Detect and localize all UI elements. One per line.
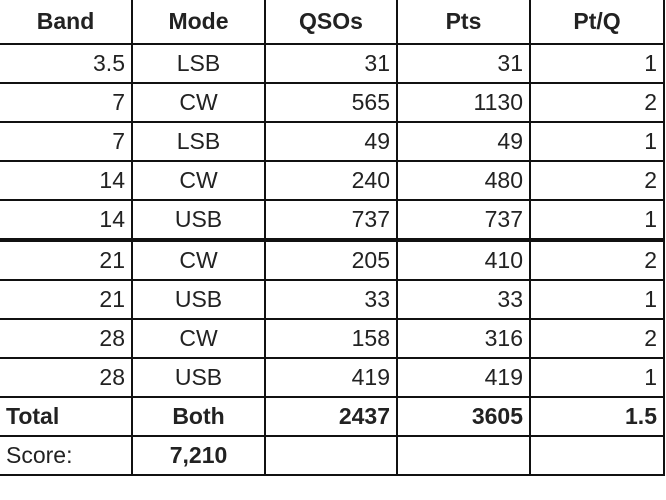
- cell-qsos: 240: [264, 160, 398, 201]
- table-row: 21 CW 205 410 2: [0, 239, 665, 281]
- header-qsos: QSOs: [264, 0, 398, 45]
- cell-mode: USB: [131, 357, 266, 398]
- cell-pt-per-q: 1: [529, 357, 665, 398]
- cell-pts: 419: [396, 357, 531, 398]
- cell-pts: 31: [396, 43, 531, 84]
- cell-pt-per-q: 2: [529, 82, 665, 123]
- cell-pts: 737: [396, 199, 531, 242]
- cell-band: 14: [0, 160, 133, 201]
- cell-band: 14: [0, 199, 133, 242]
- empty-cell: [529, 435, 665, 476]
- qso-summary-table: Band Mode QSOs Pts Pt/Q 3.5 LSB 31 31 1 7 CW 56…: [0, 0, 665, 476]
- table-row: 3.5 LSB 31 31 1: [0, 43, 665, 84]
- score-label: Score:: [0, 435, 133, 476]
- cell-band: 21: [0, 279, 133, 320]
- cell-band: 3.5: [0, 43, 133, 84]
- cell-qsos: 49: [264, 121, 398, 162]
- total-label: Total: [0, 396, 133, 437]
- cell-mode: USB: [131, 199, 266, 242]
- table-row: 28 CW 158 316 2: [0, 318, 665, 359]
- cell-qsos: 565: [264, 82, 398, 123]
- cell-pts: 49: [396, 121, 531, 162]
- cell-qsos: 31: [264, 43, 398, 84]
- cell-band: 28: [0, 357, 133, 398]
- cell-band: 7: [0, 121, 133, 162]
- cell-mode: CW: [131, 82, 266, 123]
- score-value: 7,210: [131, 435, 266, 476]
- cell-pt-per-q: 2: [529, 160, 665, 201]
- total-row: Total Both 2437 3605 1.5: [0, 396, 665, 437]
- header-row: Band Mode QSOs Pts Pt/Q: [0, 0, 665, 45]
- cell-pt-per-q: 1: [529, 121, 665, 162]
- cell-band: 28: [0, 318, 133, 359]
- cell-qsos: 33: [264, 279, 398, 320]
- cell-mode: CW: [131, 160, 266, 201]
- cell-pts: 1130: [396, 82, 531, 123]
- cell-qsos: 737: [264, 199, 398, 242]
- cell-pts: 316: [396, 318, 531, 359]
- total-mode: Both: [131, 396, 266, 437]
- total-pts: 3605: [396, 396, 531, 437]
- table-row: 14 USB 737 737 1: [0, 199, 665, 242]
- total-qsos: 2437: [264, 396, 398, 437]
- header-pt-per-q: Pt/Q: [529, 0, 665, 45]
- cell-pt-per-q: 2: [529, 239, 665, 281]
- cell-pt-per-q: 2: [529, 318, 665, 359]
- cell-mode: USB: [131, 279, 266, 320]
- cell-pt-per-q: 1: [529, 279, 665, 320]
- cell-pts: 480: [396, 160, 531, 201]
- cell-pt-per-q: 1: [529, 199, 665, 242]
- empty-cell: [396, 435, 531, 476]
- cell-qsos: 158: [264, 318, 398, 359]
- cell-band: 21: [0, 239, 133, 281]
- header-pts: Pts: [396, 0, 531, 45]
- table-row: 21 USB 33 33 1: [0, 279, 665, 320]
- cell-pt-per-q: 1: [529, 43, 665, 84]
- cell-mode: CW: [131, 318, 266, 359]
- cell-mode: LSB: [131, 43, 266, 84]
- header-mode: Mode: [131, 0, 266, 45]
- cell-mode: LSB: [131, 121, 266, 162]
- header-band: Band: [0, 0, 133, 45]
- empty-cell: [264, 435, 398, 476]
- table-row: 28 USB 419 419 1: [0, 357, 665, 398]
- cell-pts: 33: [396, 279, 531, 320]
- cell-qsos: 205: [264, 239, 398, 281]
- cell-pts: 410: [396, 239, 531, 281]
- total-pt-per-q: 1.5: [529, 396, 665, 437]
- cell-qsos: 419: [264, 357, 398, 398]
- cell-band: 7: [0, 82, 133, 123]
- table-row: 7 LSB 49 49 1: [0, 121, 665, 162]
- table-row: 7 CW 565 1130 2: [0, 82, 665, 123]
- score-row: Score: 7,210: [0, 435, 665, 476]
- table-row: 14 CW 240 480 2: [0, 160, 665, 201]
- cell-mode: CW: [131, 239, 266, 281]
